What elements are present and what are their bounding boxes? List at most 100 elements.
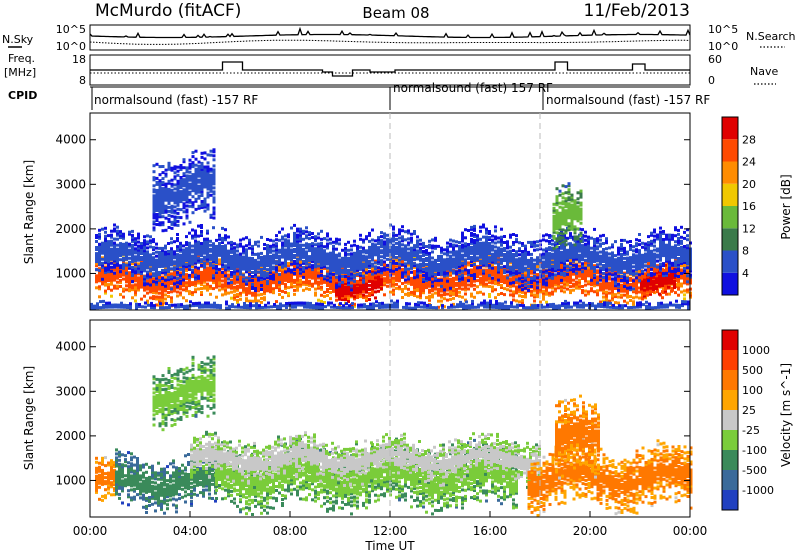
heatmap-cell <box>98 236 101 240</box>
heatmap-cell <box>602 283 605 287</box>
heatmap-cell <box>110 272 113 276</box>
heatmap-cell <box>506 256 509 260</box>
heatmap-cell <box>320 229 323 233</box>
heatmap-cell <box>518 263 521 267</box>
heatmap-cell <box>344 275 347 278</box>
heatmap-cell <box>326 272 329 276</box>
heatmap-cell <box>227 283 230 287</box>
heatmap-cell <box>197 276 200 280</box>
heatmap-cell <box>479 272 482 276</box>
heatmap-cell <box>176 263 179 267</box>
heatmap-cell <box>167 291 170 294</box>
heatmap-cell <box>155 270 158 274</box>
heatmap-cell <box>644 272 647 276</box>
heatmap-cell <box>266 246 269 249</box>
heatmap-cell <box>158 295 161 299</box>
heatmap-cell <box>476 256 479 260</box>
heatmap-cell <box>410 264 413 268</box>
heatmap-cell <box>260 235 263 239</box>
heatmap-cell <box>437 269 440 272</box>
heatmap-cell <box>281 261 284 265</box>
heatmap-cell <box>452 251 455 255</box>
heatmap-cell <box>140 252 143 255</box>
heatmap-cell <box>494 251 497 255</box>
heatmap-cell <box>353 267 356 271</box>
heatmap-cell <box>455 244 458 248</box>
heatmap-cell <box>365 271 368 275</box>
heatmap-cell <box>317 248 320 252</box>
heatmap-cell <box>230 244 233 248</box>
heatmap-cell <box>161 289 164 293</box>
heatmap-cell <box>464 284 467 288</box>
heatmap-cell <box>278 276 281 280</box>
heatmap-cell <box>221 236 224 240</box>
heatmap-cell <box>332 258 335 262</box>
heatmap-cell <box>338 254 341 258</box>
heatmap-cell <box>155 285 158 289</box>
heatmap-cell <box>680 284 683 288</box>
heatmap-cell <box>452 247 455 251</box>
heatmap-cell <box>236 300 239 304</box>
heatmap-cell <box>332 279 335 283</box>
heatmap-cell <box>290 268 293 272</box>
heatmap-cell <box>272 277 275 281</box>
heatmap-cell <box>476 285 479 289</box>
heatmap-cell <box>673 282 676 285</box>
heatmap-cell <box>188 265 191 269</box>
heatmap-cell <box>347 268 350 272</box>
heatmap-cell <box>323 253 326 257</box>
heatmap-cell <box>353 243 356 247</box>
heatmap-cell <box>482 271 485 275</box>
heatmap-cell <box>464 252 467 256</box>
heatmap-cell <box>347 248 350 252</box>
heatmap-cell <box>338 274 341 278</box>
heatmap-cell <box>254 297 257 301</box>
heatmap-cell <box>245 280 248 284</box>
heatmap-cell <box>383 250 386 254</box>
heatmap-cell <box>302 231 305 235</box>
heatmap-cell <box>362 268 365 272</box>
heatmap-cell <box>371 238 374 242</box>
cpid-segment-0-label: normalsound (fast) -157 RF <box>94 93 258 107</box>
heatmap-cell <box>479 243 482 247</box>
heatmap-cell <box>326 254 329 258</box>
heatmap-cell <box>167 270 170 274</box>
heatmap-cell <box>158 297 161 301</box>
heatmap-cell <box>401 273 404 277</box>
heatmap-cell <box>137 234 140 238</box>
heatmap-cell <box>188 267 191 271</box>
heatmap-cell <box>116 259 119 263</box>
heatmap-cell <box>533 270 536 274</box>
heatmap-cell <box>467 245 470 248</box>
heatmap-cell <box>575 286 578 290</box>
heatmap-cell <box>134 277 137 281</box>
heatmap-cell <box>107 287 110 291</box>
heatmap-cell <box>446 288 449 292</box>
heatmap-cell <box>191 254 194 258</box>
heatmap-cell <box>185 283 188 287</box>
heatmap-cell <box>215 269 218 272</box>
heatmap-cell <box>386 237 389 241</box>
heatmap-cell <box>530 244 533 248</box>
heatmap-cell <box>254 295 257 299</box>
heatmap-cell <box>482 253 485 257</box>
heatmap-cell <box>395 274 398 278</box>
heatmap-cell <box>434 272 437 276</box>
heatmap-cell <box>347 256 350 260</box>
heatmap-cell <box>664 263 667 267</box>
heatmap-cell <box>449 289 452 293</box>
heatmap-cell <box>110 235 113 239</box>
freq-unit-label: [MHz] <box>4 66 36 79</box>
heatmap-cell <box>377 254 380 258</box>
heatmap-cell <box>164 256 167 260</box>
heatmap-cell <box>479 290 482 294</box>
heatmap-cell <box>107 240 110 244</box>
heatmap-cell <box>98 260 101 264</box>
heatmap-cell <box>176 267 179 271</box>
heatmap-cell <box>197 250 200 254</box>
heatmap-cell <box>419 242 422 246</box>
heatmap-cell <box>182 288 185 292</box>
heatmap-cell <box>641 275 644 279</box>
heatmap-cell <box>134 291 137 295</box>
heatmap-cell <box>299 231 302 235</box>
